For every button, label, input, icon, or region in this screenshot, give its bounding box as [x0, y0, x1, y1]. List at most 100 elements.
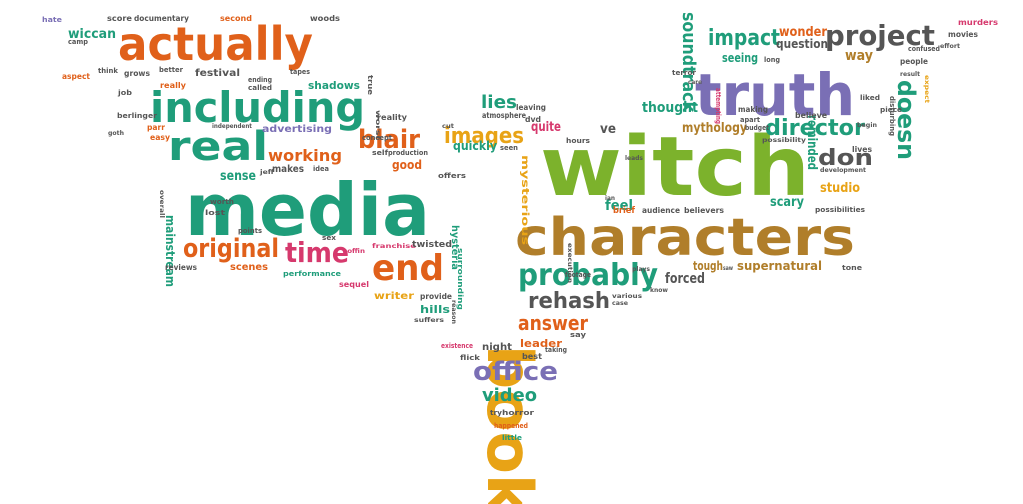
word-terror: terror	[672, 69, 697, 77]
word-taking: taking	[545, 346, 567, 354]
word-try: try	[490, 409, 502, 417]
word-berlinger: berlinger	[117, 112, 158, 120]
word-self: self	[372, 149, 389, 157]
word-parr: parr	[147, 123, 165, 132]
word-studio: studio	[820, 181, 860, 196]
word-probably: probably	[518, 258, 658, 293]
word-attempting: attempting	[714, 88, 722, 124]
word-feel: feel	[605, 198, 633, 214]
word-seeing: seeing	[722, 51, 758, 65]
word-festival: festival	[195, 68, 240, 79]
word-lost: lost	[205, 209, 226, 217]
word-reminded: reminded	[804, 115, 819, 170]
word-night: night	[482, 342, 512, 353]
word-leader: leader	[520, 337, 563, 350]
word-worst: worst	[374, 110, 381, 140]
word-care: care	[688, 79, 702, 86]
word-real: real	[168, 124, 268, 170]
word-easy: easy	[150, 133, 171, 142]
word-reviews: reviews	[165, 263, 197, 272]
word-video: video	[482, 385, 537, 406]
word-supernatural: supernatural	[737, 259, 822, 273]
word-scary: scary	[770, 195, 804, 210]
word-true: true	[366, 75, 374, 95]
word-working: working	[268, 146, 342, 165]
word-execution: execution	[566, 243, 573, 283]
word-flick: flick	[460, 354, 480, 362]
word-happened: happened	[494, 422, 528, 430]
word-better: better	[159, 66, 184, 74]
word-jeff: jeff	[259, 169, 274, 176]
word-atmosphere: atmosphere	[482, 111, 526, 120]
word-really: really	[160, 81, 187, 90]
word-office: office	[473, 357, 558, 387]
word-tone: tone	[842, 264, 862, 272]
word-believers: believers	[684, 206, 724, 215]
word-soundtrack: soundtrack	[678, 12, 699, 113]
word-second: second	[220, 14, 252, 23]
word-audience: audience	[642, 206, 681, 215]
word-ian: ian	[605, 195, 615, 202]
word-twisted: twisted	[412, 240, 452, 250]
word-coffin: coffin	[343, 248, 365, 255]
word-quickly: quickly	[453, 139, 497, 153]
word-franchise: franchise	[372, 243, 416, 250]
word-characters: characters	[515, 208, 855, 268]
word-dvd: dvd	[525, 115, 541, 124]
word-sequel: sequel	[339, 280, 369, 289]
word-sense: sense	[220, 169, 256, 184]
word-effort: effort	[940, 43, 960, 50]
word-saw: saw	[723, 265, 733, 272]
word-offers: offers	[438, 172, 466, 180]
word-performance: performance	[283, 270, 341, 278]
word-media: media	[185, 168, 430, 252]
word-rehash: rehash	[528, 289, 610, 314]
word-camp: camp	[68, 38, 88, 46]
word-independent: independent	[212, 123, 252, 130]
word-best: best	[522, 352, 542, 361]
word-wiccan: wiccan	[68, 27, 116, 42]
word-end: end	[372, 248, 444, 289]
word-hours: hours	[566, 137, 590, 145]
word-woods: woods	[310, 14, 340, 23]
word-job: job	[117, 89, 132, 97]
word-possibility: possibility	[762, 137, 806, 144]
word-idea: idea	[313, 165, 329, 173]
word-cut: cut	[442, 123, 454, 130]
word-development: development	[820, 167, 866, 174]
word-liked: liked	[860, 94, 880, 102]
word-ending: ending	[248, 76, 272, 84]
word-aspect: aspect	[62, 72, 90, 81]
word-sex: sex	[322, 234, 336, 242]
word-blair: blair	[358, 125, 420, 155]
word-movies: movies	[948, 30, 978, 39]
word-mysterious: mysterious	[519, 155, 530, 245]
word-footage: footage	[565, 271, 591, 279]
word-tapes: tapes	[290, 68, 310, 76]
word-time: time	[285, 236, 349, 269]
word-murders: murders	[958, 18, 998, 27]
word-good: good	[392, 158, 422, 172]
word-production: production	[388, 149, 428, 157]
word-impact: impact	[708, 26, 780, 51]
word-hills: hills	[420, 303, 451, 316]
word-documentary: documentary	[134, 14, 190, 23]
word-surrounding: surrounding	[456, 248, 464, 310]
word-tough: tough	[693, 259, 723, 273]
word-points: points	[238, 227, 262, 235]
word-confused: confused	[908, 45, 940, 53]
word-reality: reality	[377, 113, 408, 122]
word-including: including	[150, 83, 365, 132]
word-lies: lies	[481, 92, 517, 113]
word-say: say	[570, 331, 587, 339]
word-disturbing: disturbing	[888, 96, 896, 136]
word-hysteria: hysteria	[449, 225, 460, 270]
word-hate: hate	[42, 16, 62, 24]
word-doesn: doesn	[892, 80, 920, 160]
word-concept: concept	[362, 134, 393, 142]
word-writer: writer	[374, 291, 414, 302]
word-leaving: leaving	[516, 103, 546, 112]
word-grows: grows	[124, 69, 150, 78]
